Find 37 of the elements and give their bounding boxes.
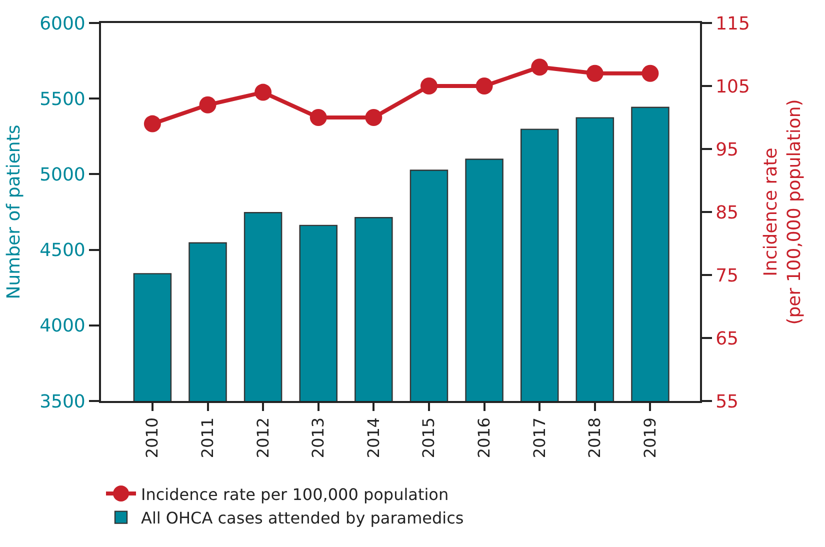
point bbox=[476, 78, 493, 94]
x-tick-label: 2018 bbox=[585, 417, 604, 458]
y-axis-title: Number of patients bbox=[3, 124, 24, 300]
point bbox=[586, 64, 604, 82]
y-tick-label: 5000 bbox=[40, 164, 86, 186]
x-tick-label: 2017 bbox=[530, 417, 549, 458]
y2-tick-label: 85 bbox=[716, 202, 739, 224]
y2-axis-title: Incidence rate (per 100,000 population) bbox=[760, 99, 805, 325]
x-tick-label: 2016 bbox=[474, 417, 494, 458]
point bbox=[420, 78, 438, 94]
point bbox=[531, 58, 548, 76]
point bbox=[199, 96, 216, 114]
y-tick-label: 6000 bbox=[40, 13, 86, 34]
point bbox=[144, 115, 161, 132]
x-tick-label: 2019 bbox=[640, 417, 660, 458]
point bbox=[310, 109, 327, 126]
x-tick-label: 2011 bbox=[198, 417, 217, 458]
y2-tick-label: 75 bbox=[716, 265, 739, 286]
y-tick-label: 4000 bbox=[40, 316, 86, 337]
y-tick-label: 4500 bbox=[40, 240, 86, 262]
y2-tick-label: 55 bbox=[716, 391, 739, 412]
x-tick-label: 2014 bbox=[364, 417, 383, 458]
y2-tick-label: 65 bbox=[716, 328, 739, 350]
x-tick-label: 2015 bbox=[419, 417, 438, 458]
y2-tick-label: 105 bbox=[716, 76, 750, 98]
point bbox=[365, 109, 382, 126]
x-tick-label: 2013 bbox=[308, 417, 328, 458]
y2-tick-label: 95 bbox=[716, 139, 739, 160]
y-tick-label: 3500 bbox=[40, 391, 86, 412]
point bbox=[254, 84, 272, 101]
point bbox=[642, 64, 659, 82]
y2-tick-label: 115 bbox=[716, 13, 750, 34]
legend-label: All OHCA cases attended by paramedics bbox=[141, 508, 464, 528]
y-tick-label: 5500 bbox=[40, 88, 86, 110]
legend-label: Incidence rate per 100,000 population bbox=[141, 484, 449, 504]
x-tick-label: 2012 bbox=[253, 417, 272, 458]
x-tick-label: 2010 bbox=[142, 417, 162, 458]
